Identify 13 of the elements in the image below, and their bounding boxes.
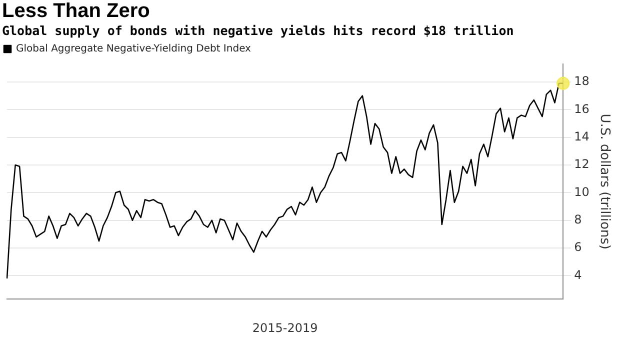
y-tick-label: 10 — [574, 184, 590, 199]
y-tick-label: 6 — [574, 240, 582, 254]
y-tick-label: 4 — [574, 268, 582, 282]
chart-subtitle: Global supply of bonds with negative yields hits record $18 trillion — [1, 22, 515, 40]
y-tick-label: 16 — [574, 102, 590, 116]
y-axis-title: U.S. dollars (trillions) — [596, 114, 612, 250]
legend-label: Global Aggregate Negative-Yielding Debt Index — [16, 44, 252, 55]
y-tick-label: 18 — [574, 74, 590, 88]
y-tick-label: 8 — [574, 212, 582, 226]
y-tick-label: 12 — [574, 157, 590, 172]
y-tick-label: 14 — [574, 129, 590, 144]
x-axis-title: 2015-2019 — [252, 320, 318, 335]
chart-title: Less Than Zero — [1, 0, 151, 22]
